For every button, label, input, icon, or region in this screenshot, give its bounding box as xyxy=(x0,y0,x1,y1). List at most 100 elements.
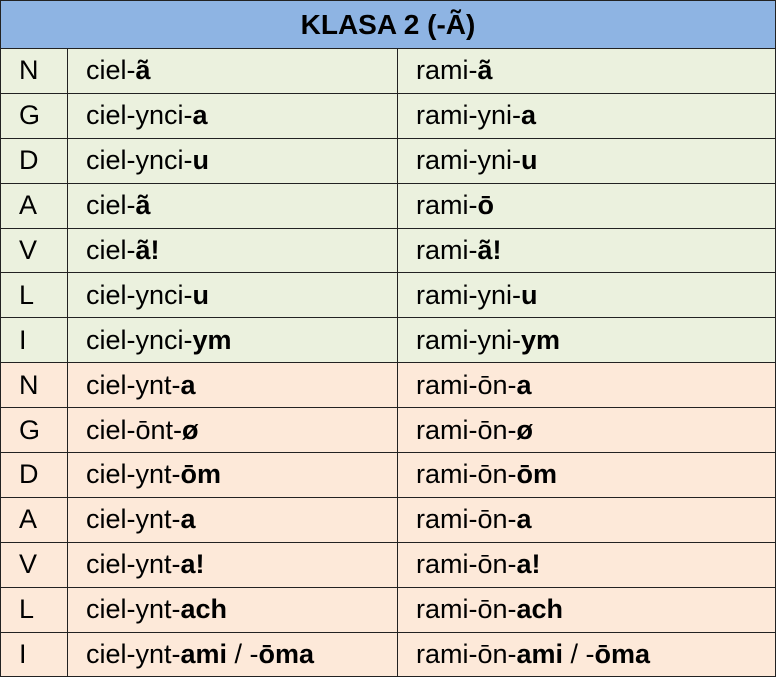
ending: a xyxy=(192,100,208,131)
ending: ōma xyxy=(258,639,315,670)
form-cielã: ciel-ynci-a xyxy=(67,92,398,139)
ending: ōm xyxy=(180,459,222,490)
stem: rami-yni- xyxy=(416,100,521,131)
ending: a xyxy=(516,369,532,400)
header-row: KLASA 2 (-Ã) xyxy=(0,0,776,49)
form-cielã: ciel-ynt-ami / -ōma xyxy=(67,631,398,678)
case-label: L xyxy=(0,272,68,319)
stem: ciel- xyxy=(86,55,136,86)
stem: ciel-ynci- xyxy=(86,279,193,310)
stem: ciel-ynt- xyxy=(86,594,181,625)
form-cielã: ciel-ynt-a! xyxy=(67,541,398,588)
ending: ami xyxy=(180,639,228,670)
stem: rami-ōn- xyxy=(416,549,517,580)
ending: a! xyxy=(180,549,205,580)
stem: ciel-ynt- xyxy=(86,549,181,580)
stem: / - xyxy=(227,639,259,670)
case-label: D xyxy=(0,137,68,184)
ending: ami xyxy=(516,639,564,670)
ending: u xyxy=(521,279,538,310)
stem: / - xyxy=(563,639,595,670)
form-cielã: ciel-ynt-ōm xyxy=(67,452,398,498)
form-cielã: ciel-ã! xyxy=(67,227,398,274)
ending: ø xyxy=(516,414,534,445)
ending: ym xyxy=(192,324,232,355)
ending: a xyxy=(180,504,196,535)
form-ramiã: rami-ō xyxy=(397,182,776,229)
stem: rami-ōn- xyxy=(416,459,517,490)
ending: u xyxy=(521,145,538,176)
case-label: I xyxy=(0,317,68,364)
ending: ōma xyxy=(594,639,651,670)
stem: rami- xyxy=(416,190,478,221)
stem: ciel-ōnt- xyxy=(86,414,183,445)
form-cielã: ciel-ã xyxy=(67,182,398,229)
ending: a! xyxy=(516,549,541,580)
form-cielã: ciel-ynci-u xyxy=(67,272,398,319)
ending: u xyxy=(192,279,210,310)
case-label: V xyxy=(0,541,68,588)
stem: ciel-ynci- xyxy=(86,324,193,355)
stem: ciel-ynt- xyxy=(86,369,181,400)
ending: ym xyxy=(521,324,561,355)
stem: rami-yni- xyxy=(416,279,521,310)
form-cielã: ciel-ynt-a xyxy=(67,362,398,409)
form-ramiã: rami-yni-u xyxy=(397,137,776,184)
case-label: D xyxy=(0,452,68,498)
form-ramiã: rami-ã! xyxy=(397,227,776,274)
stem: rami- xyxy=(416,55,478,86)
ending: ã xyxy=(477,55,493,86)
ending: ã! xyxy=(135,235,160,265)
stem: ciel-ynci- xyxy=(86,145,193,176)
stem: rami- xyxy=(416,235,478,265)
form-ramiã: rami-ōn-ø xyxy=(397,407,776,454)
stem: rami-yni- xyxy=(416,324,521,355)
form-ramiã: rami-ōn-ami / -ōma xyxy=(397,631,776,678)
stem: ciel- xyxy=(86,235,136,265)
ending: ã xyxy=(135,190,151,221)
stem: rami-ōn- xyxy=(416,639,517,670)
form-cielã: ciel-ynt-ach xyxy=(67,586,398,633)
form-ramiã: rami-ōn-ach xyxy=(397,586,776,633)
ending: u xyxy=(192,145,210,176)
stem: ciel-ynci- xyxy=(86,100,193,131)
form-cielã: ciel-ynci-ym xyxy=(67,317,398,364)
ending: ōm xyxy=(516,459,558,490)
case-label: G xyxy=(0,92,68,139)
ending: ã! xyxy=(477,235,502,265)
stem: rami-ōn- xyxy=(416,504,517,535)
form-cielã: ciel-ynt-a xyxy=(67,496,398,543)
table-title: KLASA 2 (-Ã) xyxy=(0,0,776,49)
stem: rami-ōn- xyxy=(416,369,517,400)
form-ramiã: rami-ã xyxy=(397,48,776,94)
case-label: I xyxy=(0,631,68,678)
form-ramiã: rami-ōn-a xyxy=(397,362,776,409)
form-ramiã: rami-yni-u xyxy=(397,272,776,319)
case-label: L xyxy=(0,586,68,633)
stem: ciel-ynt- xyxy=(86,504,181,535)
ending: a xyxy=(521,100,537,131)
ending: ø xyxy=(182,414,199,445)
stem: ciel-ynt- xyxy=(86,639,181,670)
stem: rami-yni- xyxy=(416,145,521,176)
ending: ō xyxy=(477,190,495,221)
form-ramiã: rami-ōn-a xyxy=(397,496,776,543)
stem: rami-ōn- xyxy=(416,594,517,625)
form-ramiã: rami-yni-a xyxy=(397,92,776,139)
stem: rami-ōn- xyxy=(416,414,517,445)
